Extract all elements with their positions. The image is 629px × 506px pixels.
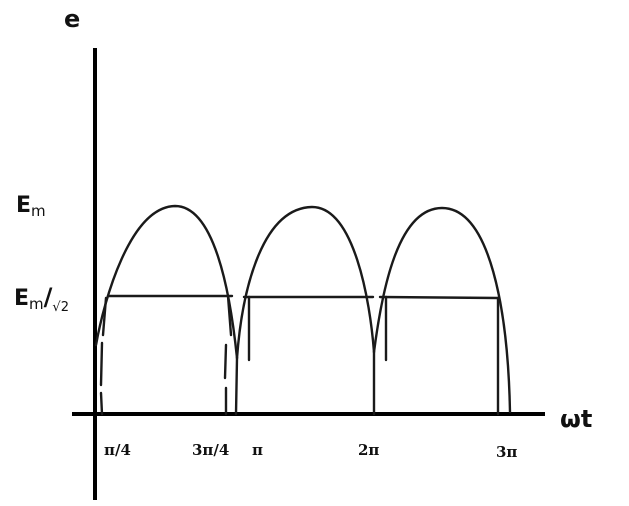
peak-label-sub: m: [31, 202, 46, 220]
vertical-pi: [234, 356, 239, 416]
rms-level-line-3: [378, 295, 500, 300]
rms-label-sub: m: [29, 295, 44, 313]
tick-3pi: 3π: [496, 443, 517, 461]
peak-label: Em: [16, 193, 46, 220]
dash-3pi-over-4: [223, 294, 233, 416]
tick-pi: π: [252, 441, 263, 459]
tick-2pi: 2π: [358, 441, 379, 459]
tick-pi-over-4: π/4: [104, 441, 131, 459]
svg-text:Em/√2: Em/√2: [14, 283, 69, 315]
rms-label: Em/√2: [14, 283, 69, 315]
arch-3: [372, 206, 512, 414]
tick-3pi-over-4: 3π/4: [192, 441, 229, 459]
y-axis-label: e: [64, 5, 80, 33]
arch-2: [235, 205, 376, 360]
rms-label-base: E: [14, 286, 29, 311]
x-axis-label: ωt: [560, 405, 592, 433]
rms-label-denom: √2: [52, 300, 69, 315]
peak-label-base: E: [16, 193, 31, 218]
svg-text:Em: Em: [16, 193, 46, 220]
rms-label-slash: /: [44, 283, 53, 311]
dash-pi-over-4: [99, 296, 108, 416]
arch-1: [94, 204, 239, 360]
